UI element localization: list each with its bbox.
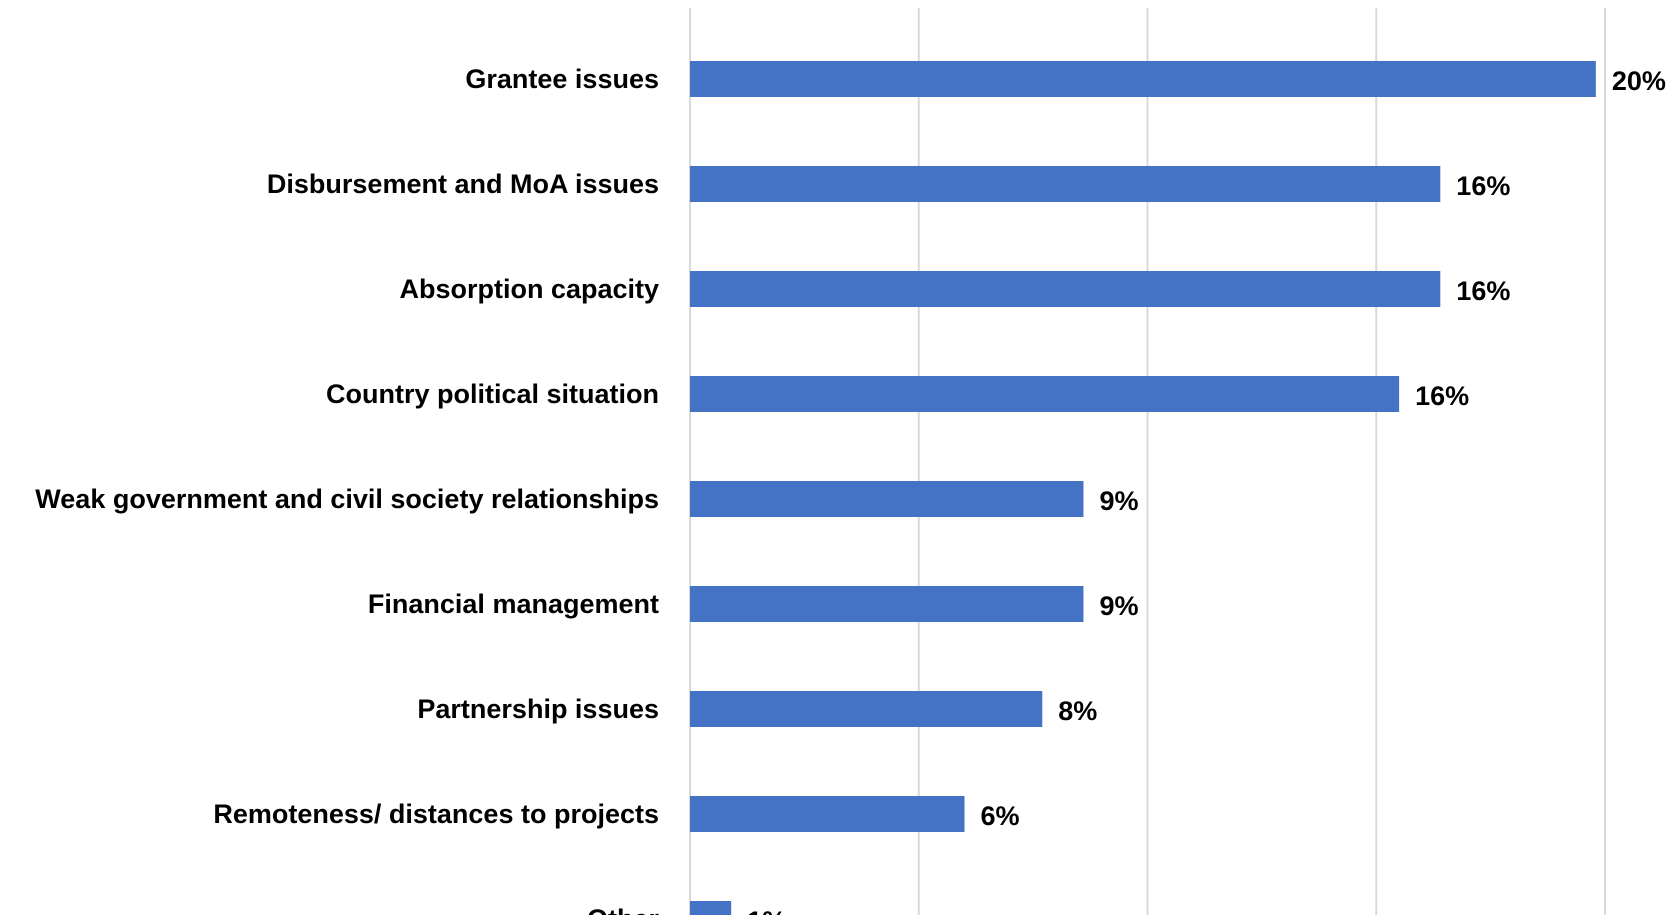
data-label: 16%: [1456, 171, 1510, 201]
data-label: 1%: [747, 906, 786, 915]
bar: [690, 901, 732, 915]
data-label: 16%: [1415, 381, 1469, 411]
bar: [690, 271, 1441, 307]
bar: [690, 796, 965, 832]
category-label: Weak government and civil society relati…: [35, 484, 659, 514]
bar: [690, 691, 1043, 727]
data-label: 16%: [1456, 276, 1510, 306]
bars: [690, 61, 1596, 915]
category-label: Grantee issues: [465, 64, 659, 94]
data-label: 9%: [1099, 486, 1138, 516]
bar: [690, 166, 1441, 202]
category-label: Other: [587, 904, 660, 915]
category-label: Disbursement and MoA issues: [267, 169, 659, 199]
data-label: 20%: [1612, 66, 1666, 96]
bar: [690, 481, 1084, 517]
category-label: Absorption capacity: [399, 274, 659, 304]
value-labels: 20% 16% 16% 16% 9% 9% 8% 6% 1%: [747, 66, 1666, 915]
bar: [690, 586, 1084, 622]
category-label: Partnership issues: [417, 694, 659, 724]
data-label: 9%: [1099, 591, 1138, 621]
bar: [690, 376, 1400, 412]
data-label: 6%: [981, 801, 1020, 831]
category-label: Country political situation: [326, 379, 659, 409]
category-label: Remoteness/ distances to projects: [213, 799, 659, 829]
category-labels: Grantee issues Disbursement and MoA issue…: [35, 64, 659, 915]
category-label: Financial management: [368, 589, 659, 619]
data-label: 8%: [1058, 696, 1097, 726]
bar: [690, 61, 1596, 97]
gridlines: [689, 8, 1606, 915]
